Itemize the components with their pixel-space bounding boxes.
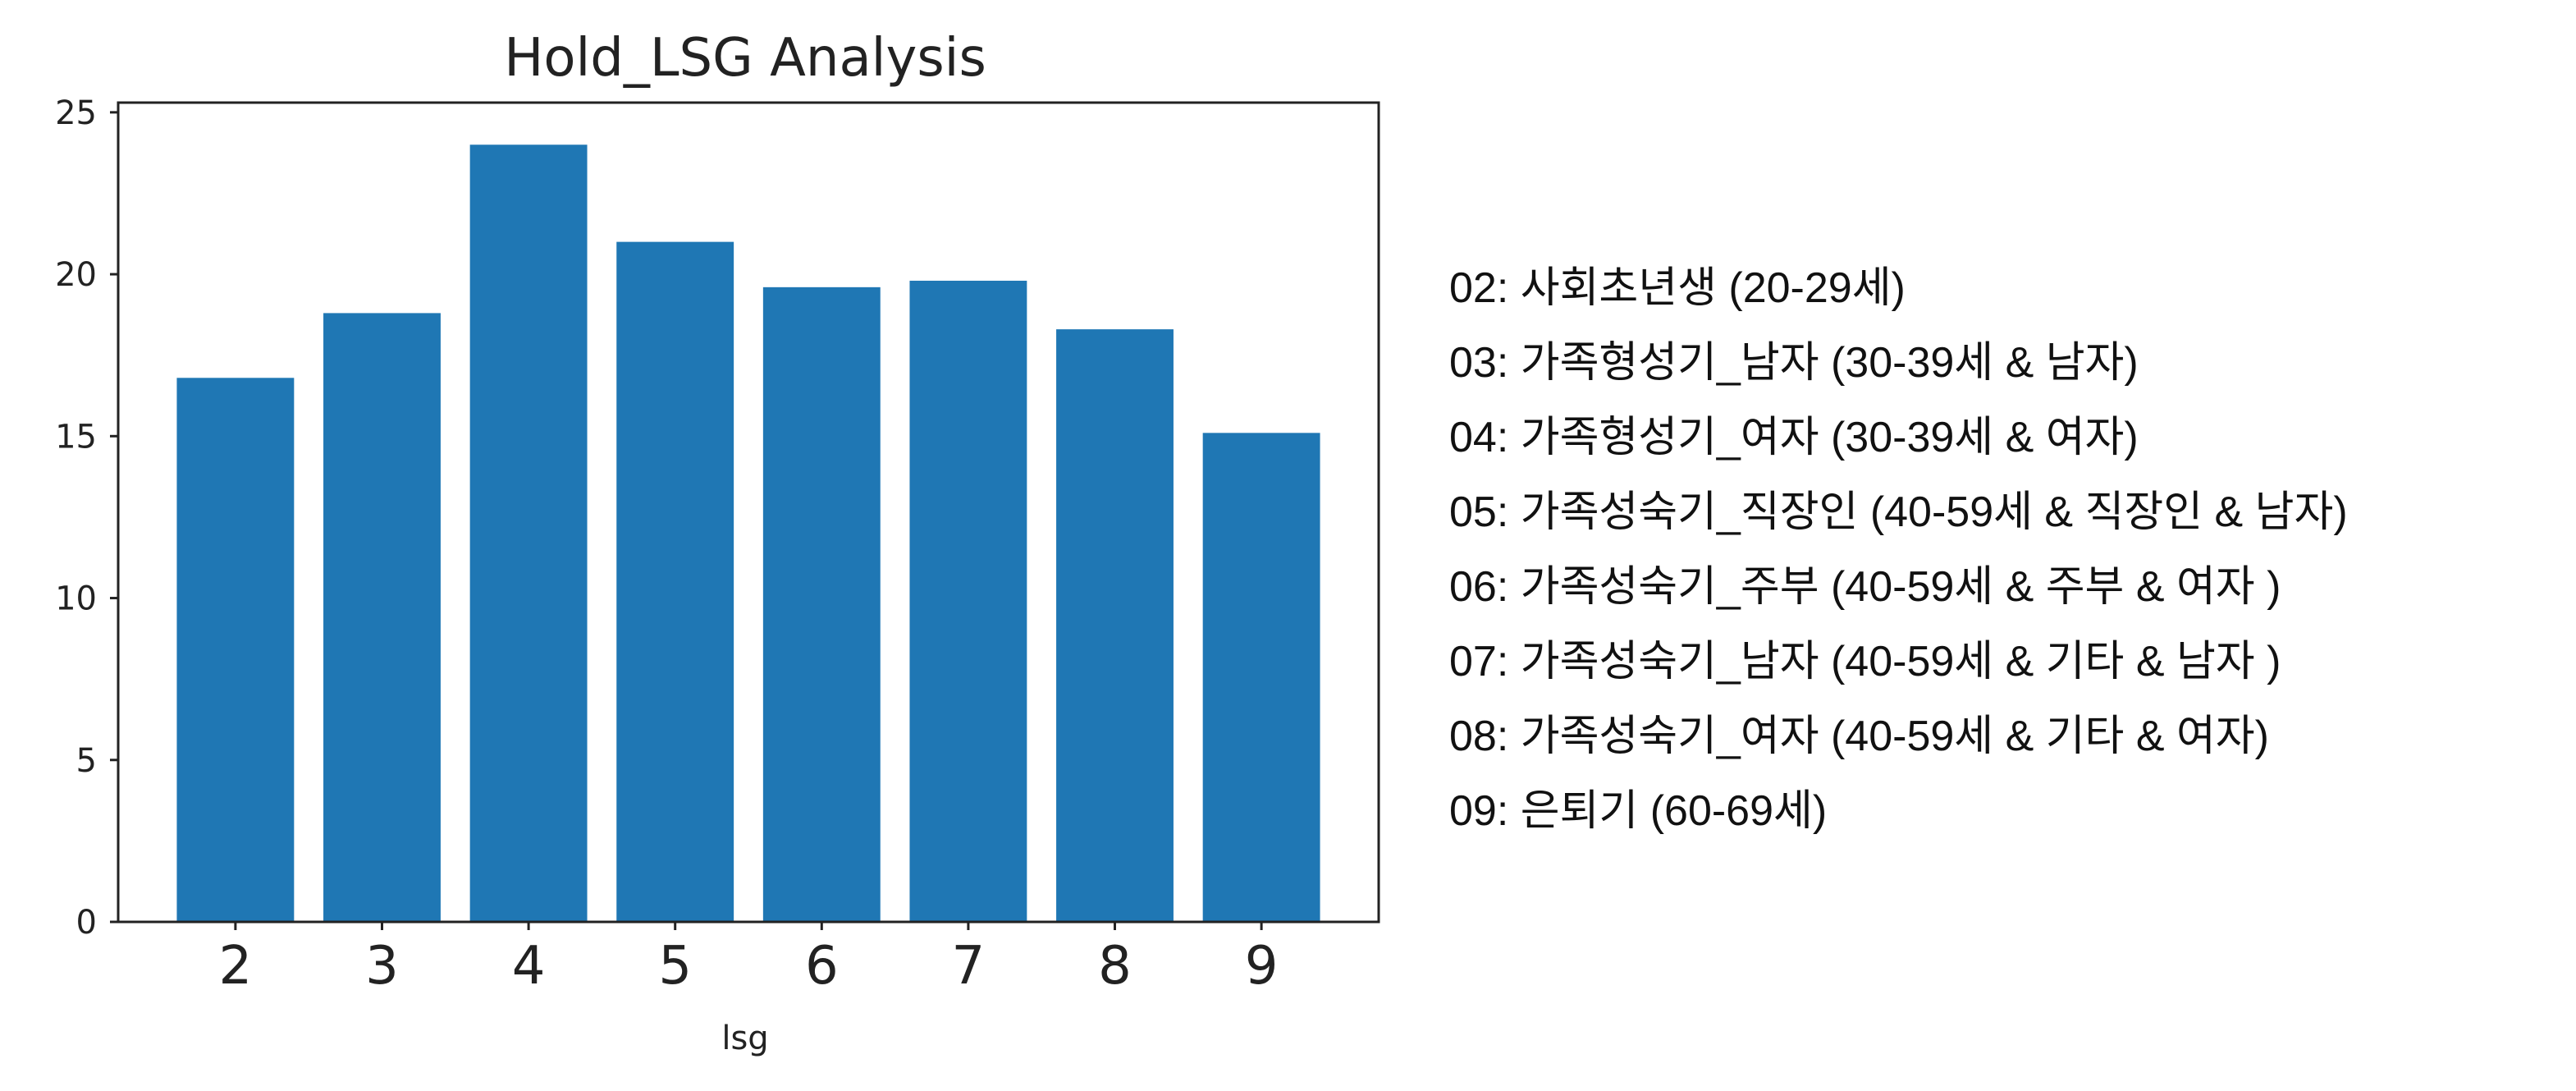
y-tick-label: 15 <box>55 418 97 456</box>
bar-2 <box>176 378 295 922</box>
bars-layer <box>176 144 1320 923</box>
y-axis: 0 5 10 15 20 25 <box>55 94 118 942</box>
y-tick-label: 25 <box>55 94 97 132</box>
x-tick-label: 2 <box>219 936 253 997</box>
plot-frame <box>117 101 1380 924</box>
x-axis: 2 3 4 5 6 7 8 9 <box>219 922 1279 997</box>
y-tick-label: 0 <box>76 904 97 942</box>
bar-5 <box>616 241 734 922</box>
legend-item: 02: 사회초년생 (20-29세) <box>1449 264 1906 312</box>
legend-item: 08: 가족성숙기_여자 (40-59세 & 기타 & 여자) <box>1449 713 2269 760</box>
legend-item: 03: 가족형성기_남자 (30-39세 & 남자) <box>1449 339 2139 387</box>
y-tick-label: 10 <box>55 580 97 618</box>
legend-item: 05: 가족성숙기_직장인 (40-59세 & 직장인 & 남자) <box>1449 488 2348 536</box>
x-tick-label: 5 <box>658 936 692 997</box>
x-tick-label: 6 <box>805 936 839 997</box>
chart-title: Hold_LSG Analysis <box>504 28 986 89</box>
y-tick-label: 20 <box>55 256 97 294</box>
bar-9 <box>1202 433 1320 922</box>
bar-3 <box>323 313 441 922</box>
x-tick-label: 3 <box>365 936 399 997</box>
legend-item: 06: 가족성숙기_주부 (40-59세 & 주부 & 여자 ) <box>1449 563 2281 611</box>
bar-chart: Hold_LSG Analysis 0 5 10 15 20 25 2 3 4 5 6 7 8 9 ls… <box>55 28 1380 1057</box>
y-tick-label: 5 <box>76 742 97 780</box>
category-legend: 02: 사회초년생 (20-29세) 03: 가족형성기_남자 (30-39세 &… <box>1449 251 2565 849</box>
x-tick-label: 9 <box>1245 936 1279 997</box>
bar-4 <box>469 144 588 922</box>
x-tick-label: 4 <box>512 936 546 997</box>
bar-8 <box>1056 329 1174 923</box>
bar-6 <box>762 287 881 923</box>
bar-7 <box>909 280 1027 922</box>
x-axis-label: lsg <box>721 1020 768 1057</box>
chart-canvas: Hold_LSG Analysis 0 5 10 15 20 25 2 3 4 5 6 7 8 9 ls… <box>55 28 1380 1057</box>
legend-item: 09: 은퇴기 (60-69세) <box>1449 787 1828 835</box>
legend-item: 04: 가족형성기_여자 (30-39세 & 여자) <box>1449 414 2139 461</box>
x-tick-label: 8 <box>1098 936 1132 997</box>
x-tick-label: 7 <box>952 936 986 997</box>
legend-item: 07: 가족성숙기_남자 (40-59세 & 기타 & 남자 ) <box>1449 638 2281 685</box>
